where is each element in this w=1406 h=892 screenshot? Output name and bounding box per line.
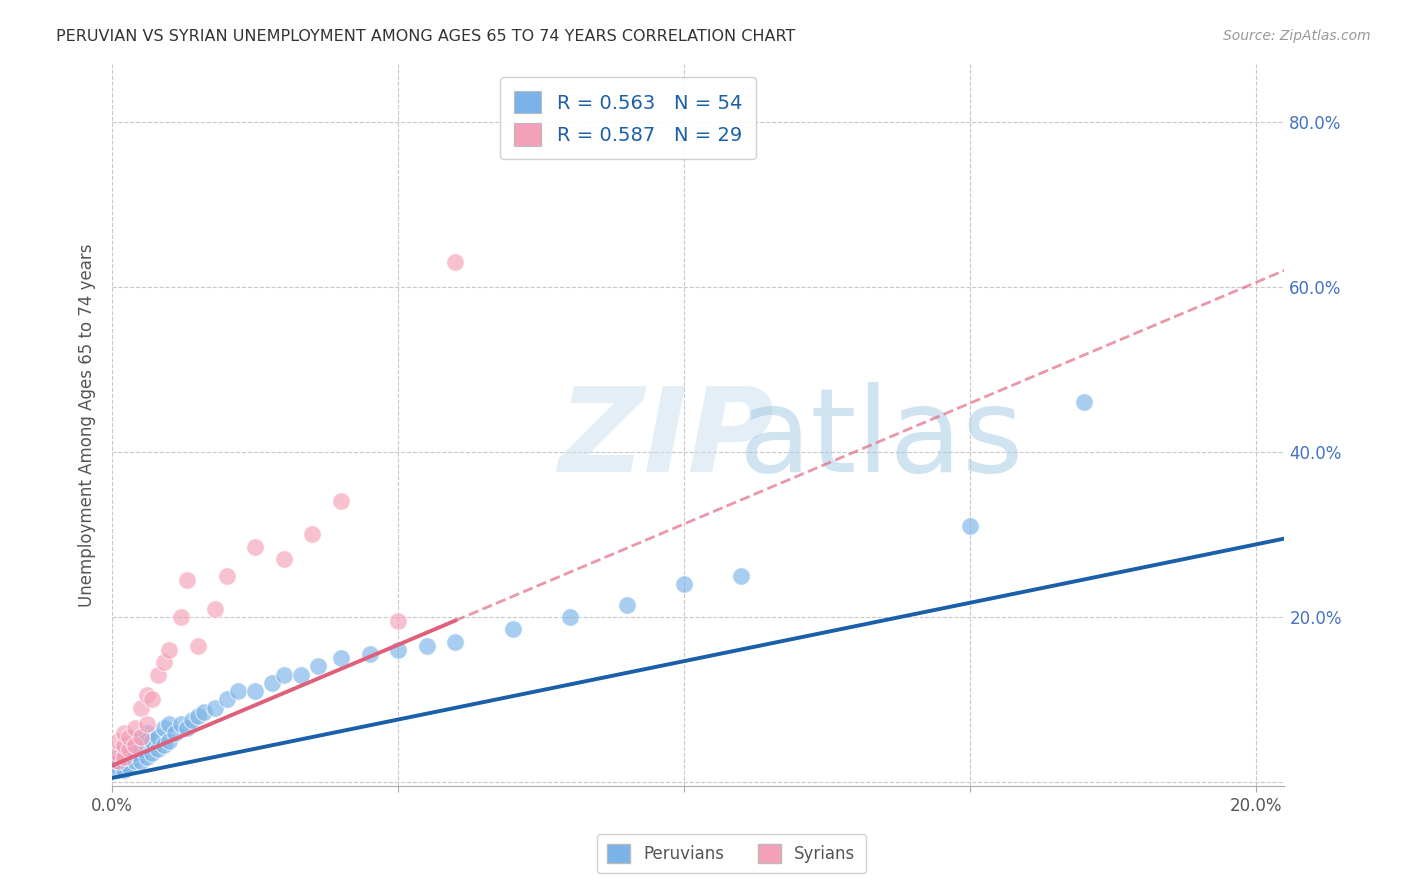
Point bbox=[359, 647, 381, 661]
Text: atlas: atlas bbox=[740, 382, 1025, 497]
Point bbox=[204, 601, 226, 615]
Point bbox=[135, 717, 157, 731]
Point bbox=[146, 730, 169, 744]
Point bbox=[157, 643, 180, 657]
Point bbox=[107, 733, 129, 747]
Point bbox=[307, 659, 329, 673]
Point bbox=[416, 639, 439, 653]
Point bbox=[204, 700, 226, 714]
Point bbox=[262, 676, 284, 690]
Point bbox=[118, 738, 141, 752]
Point bbox=[124, 722, 146, 736]
Point bbox=[152, 656, 174, 670]
Point bbox=[107, 750, 129, 764]
Point bbox=[187, 639, 209, 653]
Point bbox=[176, 722, 198, 736]
Point bbox=[135, 689, 157, 703]
Point bbox=[129, 730, 152, 744]
Point bbox=[558, 610, 581, 624]
Point bbox=[146, 742, 169, 756]
Point bbox=[502, 623, 524, 637]
Point bbox=[226, 684, 249, 698]
Point bbox=[107, 755, 129, 769]
Point bbox=[141, 746, 163, 760]
Point bbox=[290, 667, 312, 681]
Point bbox=[616, 598, 638, 612]
Point bbox=[444, 255, 467, 269]
Point bbox=[107, 763, 129, 777]
Point bbox=[129, 730, 152, 744]
Point bbox=[112, 763, 135, 777]
Point bbox=[170, 717, 193, 731]
Point bbox=[129, 700, 152, 714]
Point bbox=[673, 577, 696, 591]
Point bbox=[245, 540, 267, 554]
Point bbox=[112, 738, 135, 752]
Point bbox=[387, 614, 409, 628]
Point bbox=[273, 552, 295, 566]
Point bbox=[157, 733, 180, 747]
Point bbox=[245, 684, 267, 698]
Point bbox=[112, 750, 135, 764]
Point bbox=[112, 755, 135, 769]
Point bbox=[118, 742, 141, 756]
Legend: R = 0.563   N = 54, R = 0.587   N = 29: R = 0.563 N = 54, R = 0.587 N = 29 bbox=[501, 78, 755, 160]
Point bbox=[181, 713, 204, 727]
Point bbox=[176, 573, 198, 587]
Point bbox=[135, 738, 157, 752]
Point bbox=[112, 725, 135, 739]
Text: ZIP: ZIP bbox=[558, 382, 773, 497]
Point bbox=[129, 742, 152, 756]
Point bbox=[124, 738, 146, 752]
Point bbox=[444, 634, 467, 648]
Point bbox=[107, 746, 129, 760]
Point bbox=[301, 527, 323, 541]
Text: PERUVIAN VS SYRIAN UNEMPLOYMENT AMONG AGES 65 TO 74 YEARS CORRELATION CHART: PERUVIAN VS SYRIAN UNEMPLOYMENT AMONG AG… bbox=[56, 29, 796, 44]
Point bbox=[157, 717, 180, 731]
Point bbox=[118, 758, 141, 772]
Point bbox=[146, 667, 169, 681]
Point bbox=[193, 705, 215, 719]
Text: Source: ZipAtlas.com: Source: ZipAtlas.com bbox=[1223, 29, 1371, 43]
Point bbox=[118, 730, 141, 744]
Point bbox=[387, 643, 409, 657]
Point bbox=[215, 692, 238, 706]
Point bbox=[730, 568, 752, 582]
Point bbox=[124, 733, 146, 747]
Point bbox=[129, 755, 152, 769]
Point bbox=[165, 725, 187, 739]
Point bbox=[330, 651, 353, 665]
Point bbox=[187, 709, 209, 723]
Point bbox=[141, 733, 163, 747]
Point bbox=[135, 750, 157, 764]
Point bbox=[107, 755, 129, 769]
Point bbox=[273, 667, 295, 681]
Point bbox=[152, 722, 174, 736]
Legend: Peruvians, Syrians: Peruvians, Syrians bbox=[596, 834, 866, 873]
Point bbox=[124, 755, 146, 769]
Point bbox=[112, 746, 135, 760]
Point bbox=[135, 725, 157, 739]
Point bbox=[118, 750, 141, 764]
Point bbox=[1073, 395, 1095, 409]
Point bbox=[170, 610, 193, 624]
Y-axis label: Unemployment Among Ages 65 to 74 years: Unemployment Among Ages 65 to 74 years bbox=[79, 244, 96, 607]
Point bbox=[141, 692, 163, 706]
Point bbox=[152, 738, 174, 752]
Point bbox=[330, 494, 353, 508]
Point bbox=[215, 568, 238, 582]
Point bbox=[124, 746, 146, 760]
Point bbox=[112, 742, 135, 756]
Point bbox=[107, 758, 129, 772]
Point bbox=[959, 519, 981, 533]
